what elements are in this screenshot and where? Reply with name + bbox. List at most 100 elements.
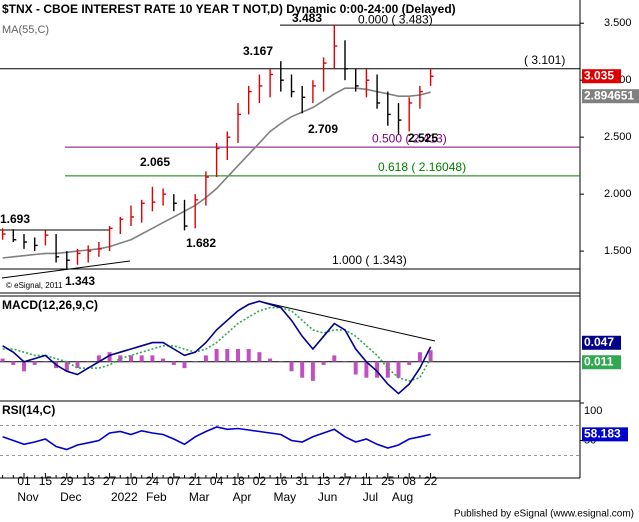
value-box — [582, 427, 628, 442]
rsi-line — [2, 426, 431, 451]
histogram-bar — [364, 361, 369, 378]
histogram-bar — [203, 355, 208, 362]
histogram-bar — [139, 355, 144, 362]
month-label: Nov — [17, 490, 38, 504]
value-box-label: 3.035 — [584, 68, 614, 82]
value-box-label: 0.011 — [584, 354, 614, 368]
level-label: 1.000 ( 1.343) — [332, 253, 407, 267]
panel-title: MACD(12,26,9,C) — [2, 298, 98, 312]
x-tick-label: 18 — [231, 474, 245, 488]
price-annotation: 1.682 — [186, 236, 216, 250]
histogram-bar — [11, 361, 16, 365]
value-box-label: 0.047 — [584, 335, 614, 349]
level-label: ( 3.101) — [524, 53, 565, 67]
x-tick-label: 21 — [189, 474, 203, 488]
histogram-bar — [150, 355, 155, 362]
month-label: Feb — [146, 490, 167, 504]
histogram-bar — [246, 349, 251, 362]
y-tick-label: 1.500 — [604, 245, 632, 257]
histogram-bar — [353, 361, 358, 375]
histogram-bar — [321, 361, 326, 365]
level-label: 0.500 ( 2.413) — [372, 131, 447, 145]
month-label: Mar — [189, 490, 210, 504]
month-label: Apr — [233, 490, 252, 504]
signal-line — [2, 306, 432, 382]
x-tick-label: 10 — [124, 474, 138, 488]
price-annotation: 2.065 — [140, 155, 170, 169]
histogram-bar — [0, 358, 5, 362]
month-label: 2022 — [111, 490, 138, 504]
price-annotation: 3.483 — [292, 11, 322, 25]
histogram-bar — [22, 361, 26, 372]
x-tick-label: 27 — [338, 474, 352, 488]
histogram-bar — [129, 355, 133, 362]
price-annotation: 1.343 — [65, 274, 95, 288]
histogram-bar — [193, 361, 198, 363]
histogram-bar — [107, 352, 112, 362]
histogram-bar — [343, 361, 347, 363]
histogram-bar — [86, 361, 91, 363]
histogram-bar — [417, 352, 422, 362]
legend-label: MA(55,C) — [2, 24, 49, 36]
footer: Published by eSignal (www.esignal.com) — [454, 509, 634, 520]
level-label: 0.000 ( 3.483) — [358, 12, 433, 26]
x-tick-label: 24 — [146, 474, 160, 488]
value-box — [582, 69, 621, 84]
histogram-bar — [396, 361, 401, 378]
y-tick-label: 2.000 — [604, 188, 632, 200]
trend-line — [257, 300, 436, 342]
histogram-bar — [43, 361, 48, 363]
level-label: 0.618 ( 2.16048) — [378, 160, 466, 174]
month-label: May — [273, 490, 296, 504]
ma-line — [2, 87, 431, 259]
value-box-label: 2.894651 — [584, 88, 634, 102]
histogram-bar — [182, 361, 187, 369]
x-tick-label: 07 — [167, 474, 181, 488]
histogram-bar — [236, 349, 240, 362]
histogram-bar — [278, 361, 283, 363]
histogram-bar — [385, 361, 390, 378]
histogram-bar — [257, 352, 262, 362]
histogram-bar — [118, 355, 123, 362]
histogram-bar — [310, 361, 315, 381]
x-tick-label: 25 — [381, 474, 395, 488]
x-tick-label: 13 — [82, 474, 96, 488]
month-label: Aug — [392, 490, 413, 504]
chart-title: $TNX - CBOE INTEREST RATE 10 YEAR T NOT,… — [2, 2, 456, 16]
y-tick-label: 100 — [584, 405, 602, 417]
histogram-bar — [407, 361, 412, 365]
month-label: Dec — [60, 490, 81, 504]
price-annotation: 2.709 — [308, 122, 338, 136]
x-tick-label: 08 — [403, 474, 417, 488]
histogram-bar — [96, 355, 101, 362]
x-tick-label: 04 — [210, 474, 224, 488]
price-annotation: 1.693 — [0, 212, 30, 226]
value-box — [582, 335, 621, 350]
histogram-bar — [375, 361, 380, 378]
month-label: Jun — [318, 490, 337, 504]
x-tick-label: 02 — [253, 474, 267, 488]
value-box-label: 58.183 — [584, 427, 621, 441]
histogram-bar — [161, 358, 166, 362]
histogram-bar — [75, 361, 80, 369]
histogram-bar — [332, 355, 337, 362]
histogram-bar — [214, 349, 219, 362]
panel-title: RSI(14,C) — [2, 403, 55, 417]
x-tick-label: 29 — [60, 474, 74, 488]
x-tick-label: 27 — [103, 474, 117, 488]
price-annotation: 3.167 — [243, 44, 273, 58]
copyright: © eSignal, 2011 — [6, 281, 63, 290]
x-tick-label: 31 — [296, 474, 310, 488]
x-tick-label: 15 — [39, 474, 53, 488]
histogram-bar — [268, 358, 273, 362]
value-box — [582, 89, 639, 104]
histogram-bar — [300, 361, 305, 378]
histogram-bar — [171, 361, 176, 365]
x-tick-label: 13 — [317, 474, 331, 488]
x-tick-label: 11 — [360, 474, 373, 488]
x-tick-label: 22 — [424, 474, 438, 488]
y-tick-label: 2.500 — [604, 131, 632, 143]
histogram-bar — [32, 361, 37, 365]
